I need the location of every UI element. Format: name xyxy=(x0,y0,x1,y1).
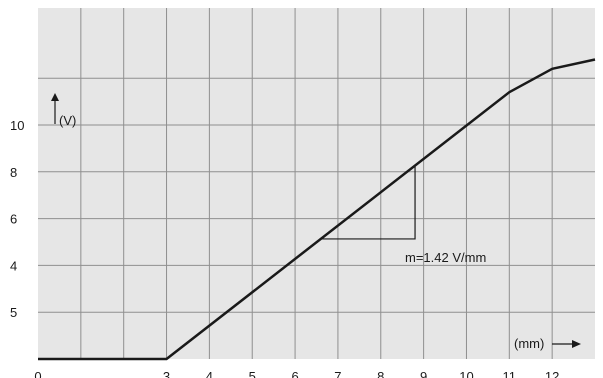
x-tick-label: 9 xyxy=(420,369,427,378)
y-tick-label: 8 xyxy=(10,165,17,180)
x-tick-label: 8 xyxy=(377,369,384,378)
slope-label: m=1.42 V/mm xyxy=(405,250,486,265)
y-axis-label: (V) xyxy=(59,113,76,128)
y-tick-label: 6 xyxy=(10,212,17,227)
x-axis-label: (mm) xyxy=(514,336,544,351)
x-tick-label: 4 xyxy=(206,369,213,378)
x-tick-label: 7 xyxy=(334,369,341,378)
y-tick-label: 4 xyxy=(10,258,17,273)
y-tick-label: 5 xyxy=(10,305,17,320)
x-axis-arrow-head-icon xyxy=(572,340,581,348)
series-layer xyxy=(38,58,596,361)
x-tick-label: 0 xyxy=(34,369,41,378)
x-tick-label: 10 xyxy=(459,369,473,378)
x-tick-label: 5 xyxy=(249,369,256,378)
x-tick-label: 12 xyxy=(545,369,559,378)
y-tick-labels: 5 4 6 8 10 xyxy=(10,118,24,320)
slope-triangle xyxy=(320,165,416,240)
x-tick-label: 6 xyxy=(291,369,298,378)
slope-annotation xyxy=(320,165,416,240)
x-tick-label: 11 xyxy=(503,369,517,378)
series-line xyxy=(38,58,596,361)
x-tick-label: 3 xyxy=(163,369,170,378)
y-axis-arrow-head-icon xyxy=(51,93,59,101)
x-tick-labels: 0 3 4 5 6 7 8 9 10 11 12 xyxy=(34,369,559,378)
grid xyxy=(38,8,595,359)
y-tick-label: 10 xyxy=(10,118,24,133)
plot-area xyxy=(38,8,595,359)
